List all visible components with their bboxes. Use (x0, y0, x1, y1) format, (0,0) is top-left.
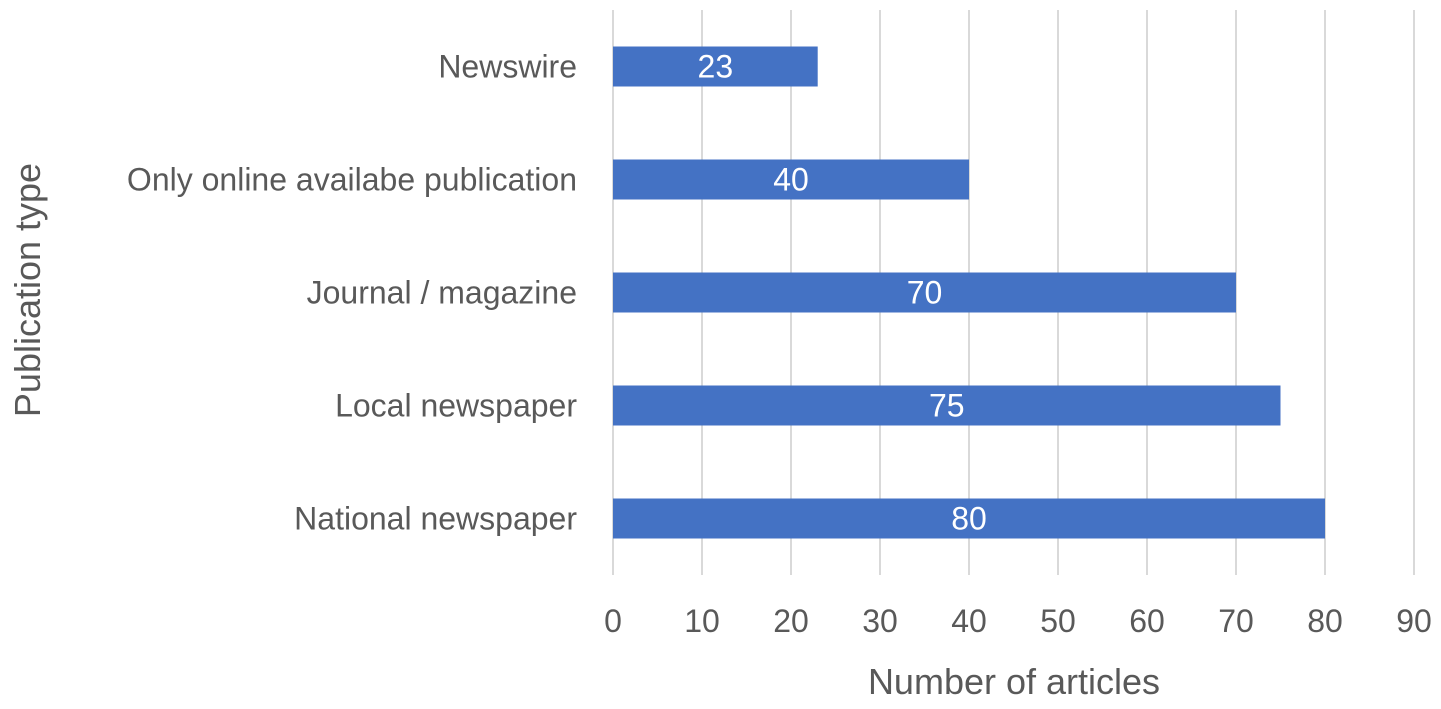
category-label-1: Only online availabe publication (127, 162, 577, 198)
x-tick-labels: 0 10 20 30 40 50 60 70 80 90 (604, 603, 1432, 639)
x-tick-label-40: 40 (951, 603, 987, 639)
bar-2 (613, 272, 1236, 313)
x-axis-title: Number of articles (868, 661, 1160, 702)
bars (613, 46, 1325, 539)
bar-1 (613, 159, 969, 200)
x-tick-label-80: 80 (1307, 603, 1343, 639)
data-label-1: 40 (773, 162, 809, 198)
x-tick-label-60: 60 (1129, 603, 1165, 639)
x-tick-label-70: 70 (1218, 603, 1254, 639)
x-tick-label-20: 20 (773, 603, 809, 639)
data-label-2: 70 (907, 275, 943, 311)
data-labels: 23 40 70 75 80 (698, 49, 987, 537)
x-tick-label-0: 0 (604, 603, 622, 639)
x-tick-label-30: 30 (862, 603, 898, 639)
data-label-4: 80 (951, 501, 987, 537)
category-label-0: Newswire (438, 49, 577, 85)
category-label-3: Local newspaper (335, 388, 577, 424)
x-tick-label-10: 10 (684, 603, 720, 639)
bar-3 (613, 385, 1281, 426)
category-label-2: Journal / magazine (307, 275, 577, 311)
x-tick-label-50: 50 (1040, 603, 1076, 639)
bar-0 (613, 46, 818, 87)
category-labels: Newswire Only online availabe publication… (127, 49, 577, 537)
data-label-3: 75 (929, 388, 965, 424)
category-label-4: National newspaper (294, 501, 577, 537)
y-axis-title: Publication type (7, 163, 48, 417)
x-tick-label-90: 90 (1396, 603, 1432, 639)
data-label-0: 23 (698, 49, 734, 85)
bar-4 (613, 498, 1325, 539)
